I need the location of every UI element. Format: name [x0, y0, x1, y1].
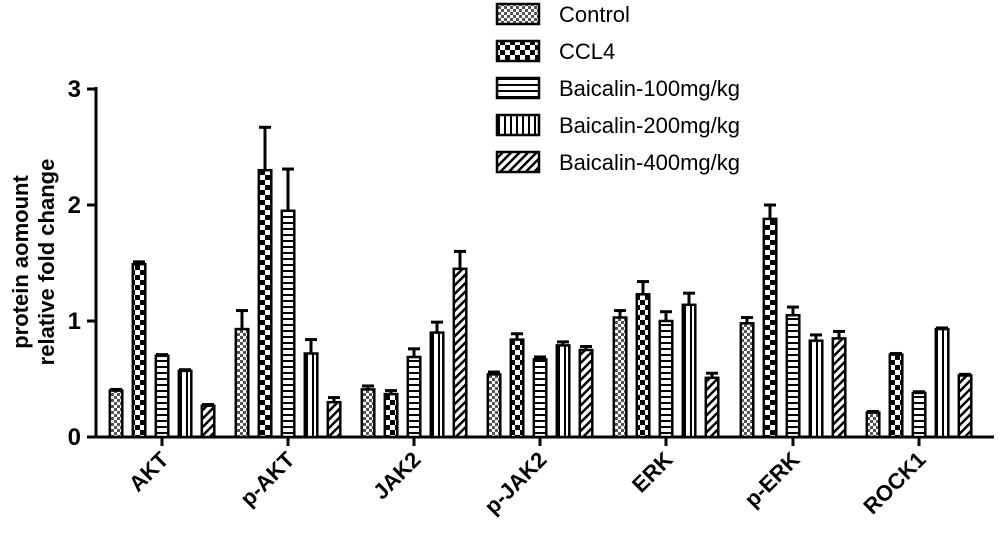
bar — [303, 352, 319, 439]
bar-group-erk — [612, 280, 720, 439]
legend: Control CCL4 Baicalin-100mg/kg Baicalin-200… — [495, 2, 740, 175]
legend-label: Baicalin-100mg/kg — [559, 76, 740, 101]
bar — [612, 316, 628, 439]
bar — [280, 209, 296, 439]
bar — [681, 303, 697, 439]
legend-swatch — [495, 113, 541, 137]
legend-item: Baicalin-200mg/kg — [495, 113, 740, 138]
bar-group-p-akt — [234, 125, 342, 439]
legend-swatch — [495, 39, 541, 63]
y-axis-label: protein aomount relative fold change — [8, 159, 59, 366]
y-axis-label-line-2: relative fold change — [34, 159, 59, 366]
bar — [704, 376, 720, 439]
bar — [808, 339, 824, 439]
bar — [486, 373, 502, 439]
legend-label: Control — [559, 2, 630, 27]
y-axis-ticks: 0 1 2 3 — [68, 76, 96, 451]
bar — [911, 391, 927, 439]
legend-swatch — [495, 76, 541, 100]
bar-group-rock1 — [865, 326, 973, 439]
bar — [831, 337, 847, 439]
bar — [108, 389, 124, 439]
bar — [957, 374, 973, 439]
x-tick-label: p-ERK — [739, 447, 804, 512]
bars — [108, 125, 973, 439]
bar — [326, 400, 342, 439]
bar — [406, 355, 422, 439]
bar — [888, 353, 904, 439]
bar — [154, 354, 170, 439]
bar — [200, 404, 216, 439]
x-tick-label: JAK2 — [368, 447, 425, 504]
x-tick-label: AKT — [124, 446, 174, 496]
bar — [658, 319, 674, 439]
bar-group-p-erk — [739, 203, 847, 439]
y-axis-label-line-1: protein aomount — [8, 175, 33, 349]
bar — [177, 369, 193, 439]
legend-label: CCL4 — [559, 39, 615, 64]
y-tick-label: 1 — [68, 308, 81, 335]
y-tick-label: 0 — [68, 424, 81, 451]
legend-item: Baicalin-400mg/kg — [495, 150, 740, 175]
bar — [635, 293, 651, 439]
bar — [785, 313, 801, 439]
bar — [578, 348, 594, 439]
bar — [383, 392, 399, 439]
legend-swatch — [495, 150, 541, 174]
legend-swatch — [495, 2, 541, 26]
bar — [739, 322, 755, 439]
bar — [234, 327, 250, 439]
legend-item: CCL4 — [495, 39, 615, 64]
legend-label: Baicalin-400mg/kg — [559, 150, 740, 175]
bar — [762, 217, 778, 439]
y-tick-label: 2 — [68, 192, 81, 219]
bar-group-jak2 — [360, 249, 468, 439]
x-tick-label: ERK — [627, 447, 678, 498]
x-tick-label: p-JAK2 — [479, 447, 551, 519]
x-tick-label: ROCK1 — [858, 447, 930, 519]
bar — [131, 262, 147, 439]
bar — [452, 267, 468, 439]
legend-item: Control — [495, 2, 630, 27]
bar — [257, 168, 273, 439]
legend-label: Baicalin-200mg/kg — [559, 113, 740, 138]
x-axis-ticks: AKT p-AKT JAK2 p-JAK2 ERK p-ERK ROCK1 — [124, 437, 931, 519]
bar — [532, 358, 548, 439]
bar — [360, 388, 376, 439]
bar-group-p-jak2 — [486, 332, 594, 439]
bar-group-akt — [108, 260, 216, 439]
x-tick-label: p-AKT — [235, 446, 300, 511]
bar — [429, 331, 445, 439]
bar — [934, 327, 950, 439]
bar — [865, 411, 881, 439]
y-tick-label: 3 — [68, 76, 81, 103]
legend-item: Baicalin-100mg/kg — [495, 76, 740, 101]
bar — [555, 344, 571, 439]
bar — [509, 338, 525, 439]
